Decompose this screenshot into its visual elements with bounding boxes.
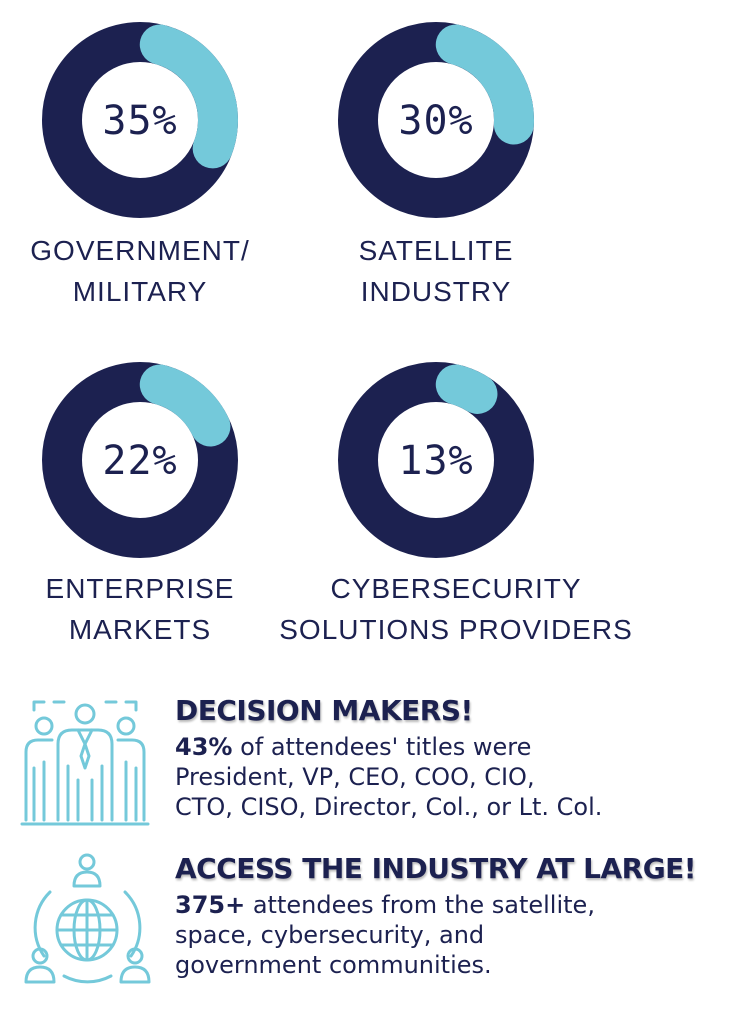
donut-percent-label: 13% <box>398 438 473 484</box>
label-line: MILITARY <box>72 276 208 307</box>
label-line: INDUSTRY <box>360 276 512 307</box>
donut-cybersecurity-providers: 13% <box>336 360 536 560</box>
stat-highlight: 43% <box>175 733 233 761</box>
donut-category-label: GOVERNMENT/ MILITARY <box>20 230 260 312</box>
stat-body-line: CTO, CISO, Director, Col., or Lt. Col. <box>175 793 603 821</box>
donut-percent-label: 35% <box>102 98 177 144</box>
stat-body-line: President, VP, CEO, COO, CIO, <box>175 763 535 791</box>
label-line: GOVERNMENT/ <box>30 235 250 266</box>
donut-satellite-industry: 30% <box>336 20 536 220</box>
stat-highlight: 375+ <box>175 891 246 919</box>
stat-title: ACCESS THE INDUSTRY AT LARGE! <box>175 852 697 885</box>
donut-value-arc <box>338 22 534 218</box>
stat-decision-makers: DECISION MAKERS! 43% of attendees' title… <box>175 694 602 822</box>
stat-title: DECISION MAKERS! <box>175 694 473 727</box>
label-line: SATELLITE <box>358 235 514 266</box>
stat-body: 43% of attendees' titles were President,… <box>175 732 602 822</box>
donut-government-military: 35% <box>40 20 240 220</box>
donut-percent-label: 30% <box>398 98 473 144</box>
stat-body-line: 43% of attendees' titles were <box>175 732 602 762</box>
label-line: ENTERPRISE <box>45 573 235 604</box>
donut-value-arc <box>42 362 238 558</box>
stat-industry-at-large: ACCESS THE INDUSTRY AT LARGE! 375+ atten… <box>175 852 697 980</box>
global-network-icon <box>20 852 155 996</box>
label-line: SOLUTIONS PROVIDERS <box>279 614 633 645</box>
donut-value-arc <box>338 362 534 558</box>
stat-text: of attendees' titles were <box>232 733 532 761</box>
business-team-icon <box>20 696 150 835</box>
label-line: MARKETS <box>68 614 212 645</box>
donut-category-label: CYBERSECURITY SOLUTIONS PROVIDERS <box>256 568 656 650</box>
stat-body-line: space, cybersecurity, and <box>175 921 485 949</box>
stat-body-line: 375+ attendees from the satellite, <box>175 890 696 920</box>
donut-category-label: SATELLITE INDUSTRY <box>316 230 556 312</box>
stat-body-line: government communities. <box>175 951 492 979</box>
donut-percent-label: 22% <box>102 438 177 484</box>
donut-enterprise-markets: 22% <box>40 360 240 560</box>
stat-text: attendees from the satellite, <box>245 891 595 919</box>
stat-body: 375+ attendees from the satellite, space… <box>175 890 696 980</box>
donut-value-arc <box>42 22 238 218</box>
donut-category-label: ENTERPRISE MARKETS <box>20 568 260 650</box>
label-line: CYBERSECURITY <box>330 573 582 604</box>
